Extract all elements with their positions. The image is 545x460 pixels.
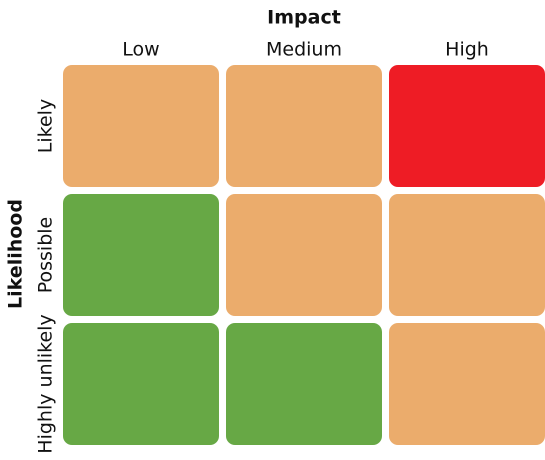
column-label: High	[445, 39, 489, 61]
risk-cell	[226, 323, 382, 445]
risk-cell	[63, 323, 219, 445]
row-label: Likely	[35, 99, 57, 153]
risk-cell	[63, 194, 219, 316]
column-label: Low	[122, 39, 159, 61]
risk-cell	[226, 65, 382, 187]
y-axis-title: Likelihood	[5, 199, 27, 309]
row-label: Highly unlikely	[35, 314, 57, 453]
risk-cell	[389, 65, 545, 187]
column-label: Medium	[266, 39, 342, 61]
x-axis-title: Impact	[267, 7, 341, 29]
risk-cell	[226, 194, 382, 316]
risk-cell	[389, 323, 545, 445]
row-label: Possible	[35, 217, 57, 294]
risk-cell	[389, 194, 545, 316]
risk-cell	[63, 65, 219, 187]
